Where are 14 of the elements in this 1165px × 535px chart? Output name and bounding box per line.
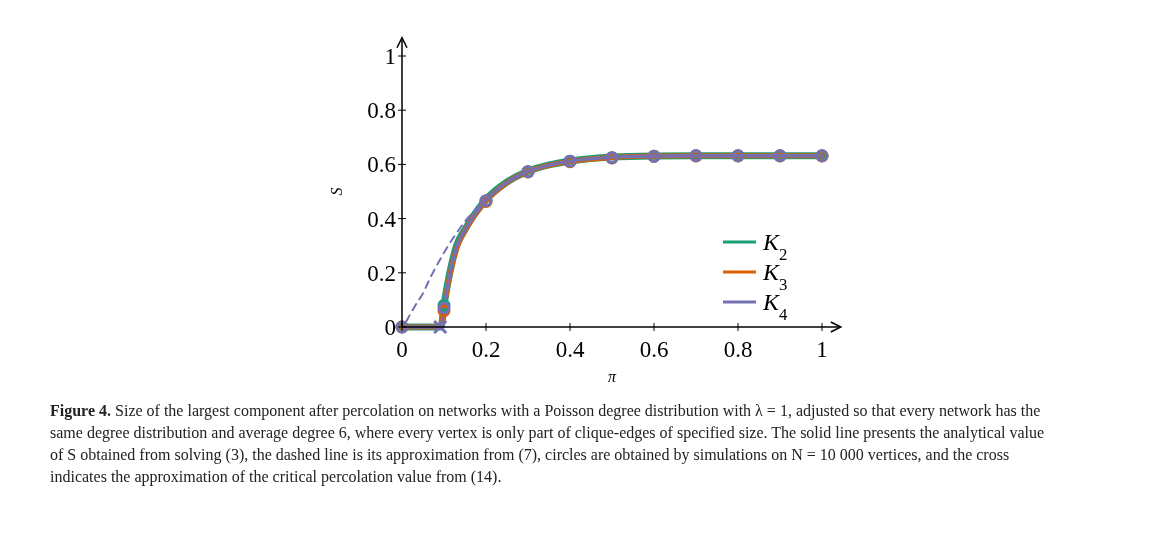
text: Figure 4. Size of the largest component after percolation on networks with a Poisson degree distribution with λ = 1, adjusted so that every network has the same degree distribution and average degree 6, where every vertex is only part of clique-edges of specified size. The solid line presents the analytical value of S obtained from solving (3), the dashed line is its approximation from (7), circles are obtained by simulations on N = 10 000 vertices, and the cross indicates the approximation of the critical percolation value from (14).: [50, 402, 1045, 485]
x-tick-label: 0.4: [555, 337, 585, 362]
x-tick-label: 0.6: [639, 337, 669, 362]
y-tick-label: 0: [384, 315, 396, 340]
x-axis-title: π: [607, 368, 617, 385]
x-tick-label: 1: [816, 337, 828, 362]
y-tick-label: 1: [384, 44, 396, 69]
y-tick-label: 0.4: [367, 206, 397, 232]
y-tick-label: 0.2: [367, 260, 396, 286]
y-axis-title: S: [328, 187, 345, 196]
y-tick-label: 0.8: [367, 98, 396, 124]
x-tick-label: 0.2: [471, 337, 501, 362]
x-tick-label: 0.8: [723, 337, 753, 362]
y-tick-label: 0.6: [367, 152, 396, 178]
